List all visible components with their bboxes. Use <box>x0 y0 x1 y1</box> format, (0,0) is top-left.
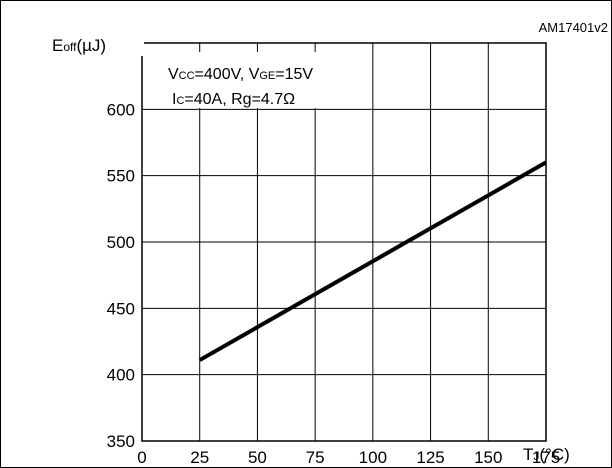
conditions-box <box>159 52 372 108</box>
y-axis-label-bg <box>52 30 144 56</box>
grid <box>141 42 547 442</box>
series-line <box>198 160 547 362</box>
x-tick-label: 150 <box>474 448 502 467</box>
x-tick-label: 50 <box>248 448 267 467</box>
y-tick-label: 350 <box>107 432 135 451</box>
y-axis-label: Eoff(µJ) <box>52 36 106 55</box>
x-tick-label: 75 <box>306 448 325 467</box>
tick-labels: 0 25 50 75 100 125 150 175 350 400 450 500 550 600 <box>107 100 561 467</box>
x-tick-label: 0 <box>137 448 146 467</box>
y-tick-label: 500 <box>107 233 135 252</box>
y-tick-label: 600 <box>107 100 135 119</box>
x-tick-label: 25 <box>190 448 209 467</box>
series <box>198 160 547 362</box>
y-tick-label: 400 <box>107 366 135 385</box>
x-tick-label: 175 <box>532 448 560 467</box>
y-tick-label: 550 <box>107 167 135 186</box>
x-tick-label: 125 <box>416 448 444 467</box>
figure-id: AM17401v2 <box>539 20 608 35</box>
conditions-line-2: IC=40A, Rg=4.7Ω <box>172 91 295 108</box>
y-tick-label: 450 <box>107 299 135 318</box>
x-tick-label: 100 <box>359 448 387 467</box>
x-axis-label: TJ(°C) <box>523 445 570 464</box>
plot-border <box>141 42 547 442</box>
conditions-line-1: VCC=400V, VGE=15V <box>168 66 313 83</box>
